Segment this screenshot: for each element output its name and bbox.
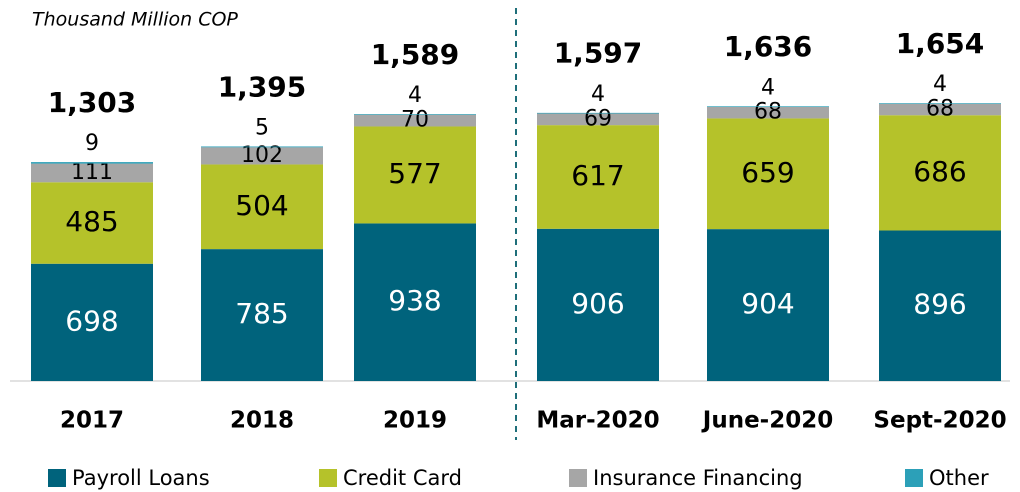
bar-segment (354, 223, 476, 381)
total-label: 1,395 (218, 71, 307, 104)
value-label: 938 (388, 284, 441, 317)
bar-segment (537, 125, 659, 229)
value-label: 485 (65, 205, 118, 238)
x-tick-label: 2019 (383, 408, 447, 434)
value-label: 4 (933, 72, 947, 97)
x-tick-label: Sept-2020 (873, 408, 1006, 434)
bar-segment (31, 182, 153, 264)
x-tick-label: Mar-2020 (536, 408, 659, 434)
bar-segment (879, 103, 1001, 116)
chart-subtitle: Thousand Million COP (32, 9, 238, 31)
bar-segment (201, 146, 323, 148)
value-label: 686 (913, 155, 966, 188)
total-label: 1,654 (896, 27, 985, 60)
value-label: 904 (741, 287, 794, 320)
value-label: 698 (65, 304, 118, 337)
x-tick-label: 2017 (60, 408, 124, 434)
legend-label: Payroll Loans (72, 466, 210, 490)
value-label: 4 (591, 82, 605, 107)
legend-swatch (48, 469, 66, 487)
value-label: 5 (255, 115, 269, 140)
value-label: 4 (408, 83, 422, 108)
value-label: 70 (401, 108, 429, 133)
legend-label: Credit Card (343, 466, 462, 490)
bar-segment (707, 106, 829, 119)
bar-segment (707, 106, 829, 107)
total-label: 1,636 (724, 30, 813, 63)
bar-segment (879, 103, 1001, 104)
bar-segment (201, 147, 323, 165)
bar-segment (31, 162, 153, 164)
value-label: 68 (754, 100, 782, 125)
bar-segment (537, 228, 659, 381)
bar-segment (537, 112, 659, 114)
value-label: 577 (388, 157, 441, 190)
bar-segment (31, 163, 153, 183)
legend-swatch (905, 469, 923, 487)
value-label: 4 (761, 75, 775, 100)
x-tick-label: June-2020 (701, 408, 833, 434)
bar-segment (707, 229, 829, 381)
value-label: 659 (741, 156, 794, 189)
value-label: 111 (71, 160, 113, 185)
bar-segment (31, 263, 153, 381)
value-label: 68 (926, 97, 954, 122)
bar-segment (354, 114, 476, 115)
legend-swatch (569, 469, 587, 487)
bar-segment (707, 118, 829, 230)
bar-segment (201, 164, 323, 250)
total-label: 1,589 (371, 38, 460, 71)
value-label: 9 (85, 131, 99, 156)
value-label: 69 (584, 106, 612, 131)
legend-label: Insurance Financing (593, 466, 803, 490)
bar-segment (879, 230, 1001, 381)
x-tick-label: 2018 (230, 408, 294, 434)
total-label: 1,303 (48, 86, 137, 119)
bar-segment (354, 126, 476, 224)
value-label: 504 (235, 189, 288, 222)
legend-label: Other (929, 466, 989, 490)
total-label: 1,597 (554, 37, 643, 70)
value-label: 896 (913, 288, 966, 321)
bar-segment (537, 113, 659, 126)
legend-swatch (319, 469, 337, 487)
bar-segment (354, 114, 476, 127)
value-label: 785 (235, 297, 288, 330)
bar-segment (201, 249, 323, 381)
value-label: 906 (571, 287, 624, 320)
bar-segment (879, 115, 1001, 231)
value-label: 617 (571, 159, 624, 192)
